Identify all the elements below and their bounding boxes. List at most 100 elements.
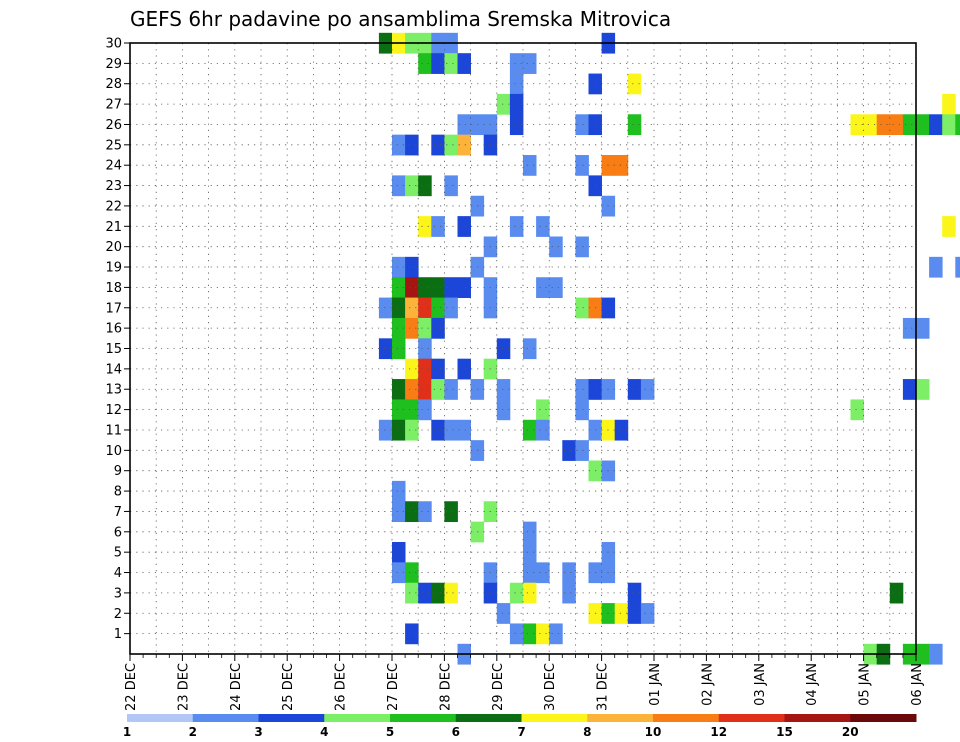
precip-cell bbox=[575, 379, 589, 400]
y-tick-label: 30 bbox=[105, 37, 122, 52]
precip-cell bbox=[562, 440, 576, 461]
precip-cell bbox=[640, 379, 655, 400]
x-tick-label: 28 DEC bbox=[438, 663, 453, 711]
colorbar-swatch bbox=[718, 714, 785, 722]
precip-cell bbox=[457, 358, 471, 380]
precip-cell bbox=[523, 582, 537, 604]
precip-cell bbox=[405, 277, 419, 298]
precip-cell bbox=[889, 114, 904, 136]
precip-cell bbox=[392, 338, 406, 360]
precip-cell bbox=[444, 134, 458, 156]
x-tick-label: 04 JAN bbox=[805, 663, 820, 706]
precip-cell bbox=[392, 134, 406, 156]
x-tick-label: 23 DEC bbox=[176, 663, 191, 711]
y-tick-label: 10 bbox=[105, 444, 122, 459]
colorbar-swatch bbox=[324, 714, 391, 722]
colorbar-swatch bbox=[521, 714, 588, 722]
y-tick-label: 9 bbox=[114, 464, 122, 479]
precip-cell bbox=[509, 582, 524, 604]
precip-cell bbox=[523, 419, 537, 441]
y-tick-label: 2 bbox=[114, 607, 122, 622]
colorbar-label: 4 bbox=[320, 725, 328, 739]
precip-cell bbox=[575, 399, 589, 421]
grid-layer bbox=[130, 43, 916, 654]
precip-cell bbox=[405, 256, 419, 278]
colorbar-label: 3 bbox=[254, 725, 262, 739]
x-tick-label: 25 DEC bbox=[281, 663, 296, 711]
y-tick-label: 12 bbox=[105, 403, 122, 418]
precip-cell bbox=[392, 480, 406, 502]
precip-cell bbox=[889, 582, 904, 604]
y-tick-label: 25 bbox=[105, 138, 122, 153]
precip-cell bbox=[902, 379, 917, 400]
precip-cell bbox=[916, 317, 930, 339]
precip-cell bbox=[575, 114, 589, 136]
precip-cell bbox=[418, 297, 432, 319]
precip-cell bbox=[405, 501, 419, 523]
colorbar-label: 12 bbox=[710, 725, 727, 739]
precip-cell bbox=[405, 297, 419, 319]
colorbar-label: 15 bbox=[776, 725, 793, 739]
precip-cell bbox=[929, 256, 943, 278]
precip-cell bbox=[496, 338, 511, 360]
precip-cell bbox=[457, 134, 471, 156]
precip-cell bbox=[418, 277, 432, 298]
precip-cell bbox=[850, 114, 864, 136]
y-tick-label: 18 bbox=[105, 281, 122, 296]
precip-cell bbox=[614, 603, 629, 624]
x-tick-label: 30 DEC bbox=[543, 663, 558, 711]
precip-cell bbox=[444, 379, 458, 400]
y-tick-label: 8 bbox=[114, 485, 122, 500]
colorbar-label: 2 bbox=[189, 725, 197, 739]
precip-cell bbox=[627, 603, 642, 624]
precip-cell bbox=[536, 216, 550, 237]
precip-cell bbox=[575, 297, 589, 319]
precip-cell bbox=[444, 501, 458, 523]
precip-cell bbox=[955, 114, 960, 136]
precip-cell bbox=[627, 114, 642, 136]
colorbar-swatch bbox=[653, 714, 720, 722]
precip-cell bbox=[392, 562, 406, 584]
x-tick-label: 29 DEC bbox=[491, 663, 506, 711]
precip-cell bbox=[536, 399, 550, 421]
precip-cell bbox=[431, 419, 445, 441]
precip-cell bbox=[942, 216, 956, 237]
y-tick-label: 26 bbox=[105, 118, 122, 133]
precip-cell bbox=[405, 582, 419, 604]
x-tick-label: 02 JAN bbox=[700, 663, 715, 706]
precip-cell bbox=[942, 93, 956, 115]
precip-cell bbox=[627, 73, 642, 95]
precip-cell bbox=[392, 419, 406, 441]
y-tick-label: 3 bbox=[114, 586, 122, 601]
y-tick-label: 27 bbox=[105, 98, 122, 113]
precip-cell bbox=[418, 338, 432, 360]
precip-cell bbox=[392, 175, 406, 197]
colorbar-label: 20 bbox=[842, 725, 859, 739]
colorbar-swatch bbox=[850, 714, 917, 722]
precip-cell bbox=[549, 623, 563, 645]
precip-cell bbox=[405, 175, 419, 197]
y-tick-label: 19 bbox=[105, 261, 122, 276]
x-tick-label: 22 DEC bbox=[124, 663, 139, 711]
colorbar: 1 2 3 4 5 6 7 8 10 12 15 20 bbox=[123, 714, 917, 739]
precip-cell bbox=[444, 53, 458, 74]
colorbar-swatch bbox=[784, 714, 851, 722]
precip-cell bbox=[575, 440, 589, 461]
precip-cell bbox=[549, 277, 563, 298]
precip-cell bbox=[444, 277, 458, 298]
x-tick-label: 27 DEC bbox=[386, 663, 401, 711]
y-tick-label: 7 bbox=[114, 505, 122, 520]
precip-cell bbox=[431, 582, 445, 604]
y-tick-label: 23 bbox=[105, 179, 122, 194]
precip-cell bbox=[431, 134, 445, 156]
precip-cell bbox=[444, 419, 458, 441]
colorbar-swatch bbox=[127, 714, 194, 722]
precip-cell bbox=[418, 379, 432, 400]
precip-cell bbox=[431, 277, 445, 298]
y-tick-label: 13 bbox=[105, 383, 122, 398]
y-tick-label: 4 bbox=[114, 566, 122, 581]
x-tick-label: 31 DEC bbox=[596, 663, 611, 711]
precip-cell bbox=[942, 114, 956, 136]
precip-cell bbox=[876, 114, 891, 136]
precip-cell bbox=[444, 297, 458, 319]
